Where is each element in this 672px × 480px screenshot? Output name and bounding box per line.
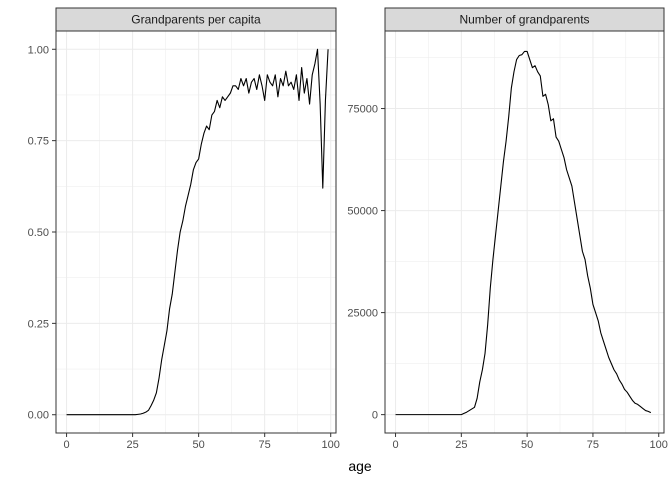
- facet-strip: [55, 7, 337, 32]
- panel-background: [385, 31, 664, 433]
- y-tick-label: 75000: [347, 104, 378, 116]
- panel-number-of-grandparents: Number of grandparents 0 25 50 75 100 0 25000 50…: [347, 7, 668, 451]
- panel-grandparents-per-capita: Grandparents per capita 0 25 50 75 100 0.00 0.2…: [28, 7, 340, 451]
- y-tick-label: 1.00: [28, 44, 49, 56]
- x-tick-label: 75: [259, 439, 271, 451]
- series-line: [395, 50, 652, 416]
- y-tick-label: 0.25: [28, 318, 49, 330]
- y-tick-label: 25000: [347, 308, 378, 320]
- x-tick-label: 100: [322, 439, 340, 451]
- series-line: [66, 48, 329, 416]
- x-axis-title: age: [348, 458, 372, 474]
- x-tick-label: 75: [587, 439, 599, 451]
- x-tick-label: 25: [455, 439, 467, 451]
- x-tick-label: 50: [193, 439, 205, 451]
- facet-title: Number of grandparents: [459, 13, 589, 27]
- facet-title: Grandparents per capita: [131, 13, 261, 27]
- x-tick-label: 25: [126, 439, 138, 451]
- y-tick-label: 0: [372, 410, 378, 422]
- x-tick-label: 100: [650, 439, 668, 451]
- x-tick-label: 50: [521, 439, 533, 451]
- y-tick-label: 0.50: [28, 227, 49, 239]
- x-tick-label: 0: [64, 439, 70, 451]
- y-tick-label: 0.75: [28, 136, 49, 148]
- facet-strip: [384, 7, 665, 32]
- x-tick-label: 0: [392, 439, 398, 451]
- y-tick-label: 0.00: [28, 410, 49, 422]
- y-tick-label: 50000: [347, 206, 378, 218]
